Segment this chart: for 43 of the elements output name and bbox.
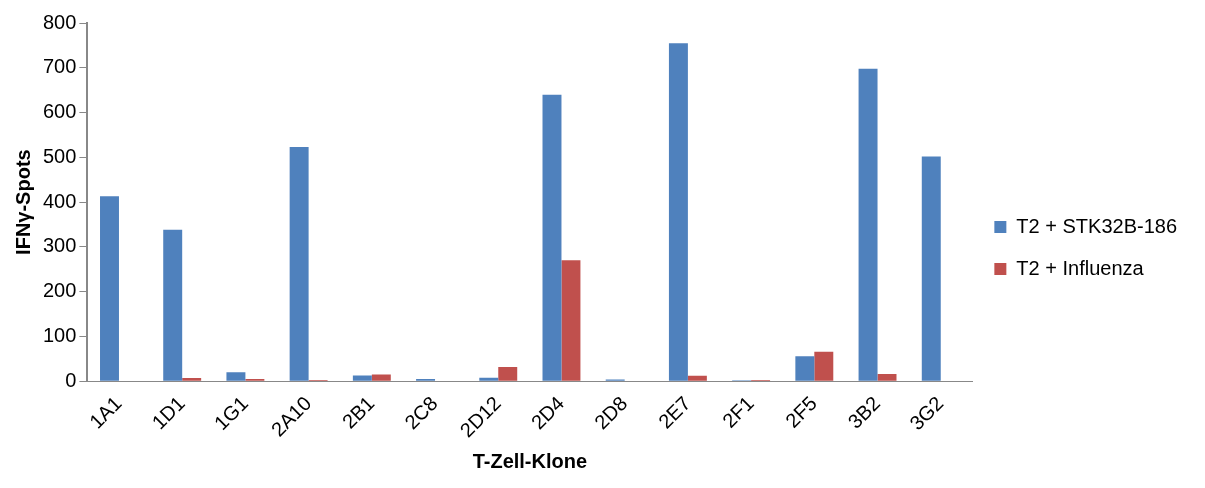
bar [687, 375, 707, 381]
x-tick-label: 2F1 [717, 391, 758, 432]
legend-label: T2 + STK32B-186 [1016, 214, 1178, 237]
x-tick-label: 3G2 [905, 391, 948, 435]
bar [226, 372, 246, 381]
legend-label: T2 + Influenza [1016, 256, 1145, 279]
y-tick-label: 500 [42, 144, 77, 167]
y-tick-label: 200 [42, 279, 77, 302]
bar [182, 378, 202, 381]
bar [498, 366, 518, 381]
x-tick-label: 2F5 [781, 391, 822, 432]
x-tick-label: 3B2 [843, 391, 885, 433]
x-tick-label: 1G1 [209, 391, 253, 435]
bar [371, 374, 391, 381]
y-tick-label: 400 [42, 189, 77, 212]
bar [352, 375, 372, 381]
bar [100, 196, 119, 381]
x-tick-label: 2D8 [589, 391, 632, 434]
bar [668, 43, 688, 381]
bar [795, 356, 815, 381]
y-tick-label: 800 [42, 10, 77, 33]
x-tick-label: 2C8 [400, 391, 442, 434]
y-tick-label: 0 [65, 368, 77, 391]
x-tick-label: 2B1 [337, 391, 379, 433]
bar [921, 156, 941, 381]
x-tick-label: 1A1 [84, 391, 126, 433]
bar [542, 94, 562, 381]
y-tick-label: 700 [42, 55, 77, 78]
y-tick-label: 300 [42, 234, 77, 257]
bar [814, 351, 834, 381]
x-tick-label: 1D1 [147, 391, 189, 434]
bar [561, 260, 581, 381]
y-axis-title: IFNγ-Spots [11, 149, 34, 255]
bar [479, 377, 499, 381]
y-tick-label: 100 [42, 323, 77, 346]
x-tick-label: 2E7 [653, 391, 695, 433]
bar [289, 147, 309, 381]
bar [877, 374, 897, 381]
y-tick-label: 600 [42, 100, 77, 123]
bar [858, 68, 878, 381]
x-axis-title: T-Zell-Klone [472, 449, 588, 472]
x-tick-label: 2D4 [526, 391, 569, 434]
bar [163, 229, 183, 381]
